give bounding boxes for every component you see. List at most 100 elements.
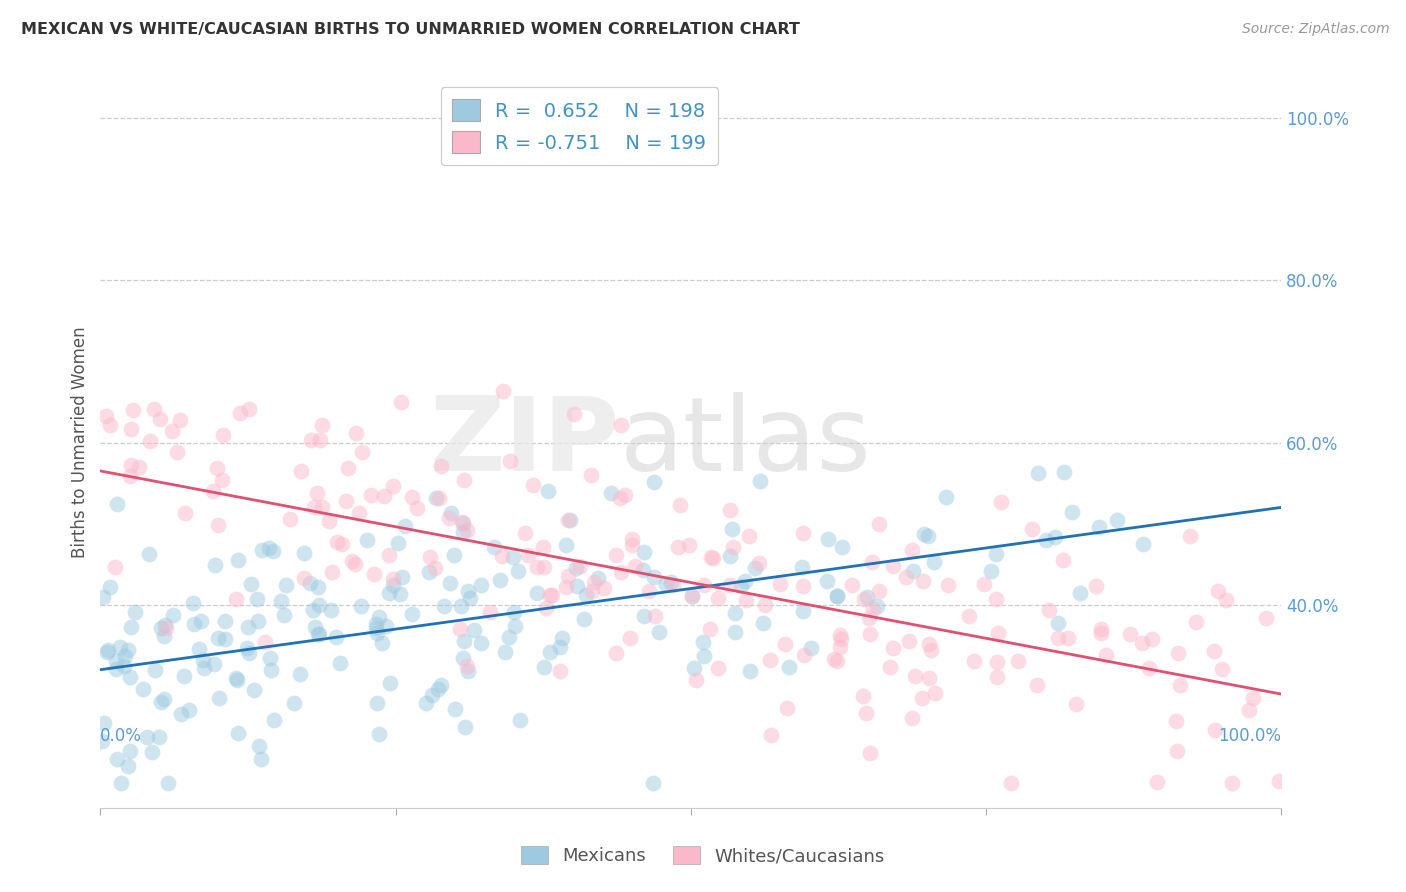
Point: [302, 500, 325, 515]
Point: [439, 576, 461, 591]
Point: [278, 512, 301, 526]
Point: [858, 627, 880, 641]
Point: [311, 500, 333, 515]
Point: [207, 518, 229, 533]
Point: [516, 548, 538, 562]
Point: [425, 561, 447, 575]
Point: [492, 384, 515, 399]
Point: [748, 557, 770, 571]
Point: [104, 662, 127, 676]
Point: [1069, 586, 1091, 600]
Point: [610, 566, 633, 580]
Point: [526, 586, 548, 600]
Point: [924, 686, 946, 700]
Point: [378, 676, 401, 690]
Point: [830, 632, 852, 646]
Point: [443, 548, 465, 562]
Point: [238, 402, 260, 417]
Point: [718, 578, 741, 592]
Point: [986, 655, 1008, 669]
Point: [1084, 579, 1107, 593]
Point: [1047, 616, 1070, 631]
Point: [381, 578, 404, 592]
Point: [214, 632, 236, 646]
Point: [734, 574, 756, 588]
Point: [605, 646, 627, 660]
Point: [918, 671, 941, 685]
Point: [364, 617, 387, 632]
Point: [669, 499, 692, 513]
Point: [540, 589, 562, 603]
Point: [204, 558, 226, 573]
Point: [179, 702, 201, 716]
Point: [1168, 678, 1191, 692]
Point: [454, 720, 477, 734]
Point: [659, 574, 682, 589]
Point: [173, 668, 195, 682]
Point: [371, 636, 394, 650]
Point: [567, 579, 589, 593]
Point: [453, 473, 475, 487]
Point: [699, 549, 721, 564]
Point: [387, 535, 409, 549]
Point: [633, 544, 655, 558]
Point: [1105, 513, 1128, 527]
Point: [325, 630, 347, 644]
Point: [502, 605, 524, 619]
Point: [488, 573, 510, 587]
Point: [91, 734, 114, 748]
Point: [366, 621, 388, 635]
Point: [433, 599, 456, 613]
Point: [160, 425, 183, 439]
Point: [609, 491, 631, 505]
Point: [458, 591, 481, 606]
Point: [155, 621, 177, 635]
Point: [1064, 697, 1087, 711]
Point: [1045, 530, 1067, 544]
Point: [1021, 522, 1043, 536]
Point: [723, 540, 745, 554]
Point: [1057, 631, 1080, 645]
Point: [1164, 714, 1187, 728]
Point: [183, 596, 205, 610]
Point: [153, 618, 176, 632]
Point: [1038, 603, 1060, 617]
Point: [112, 659, 135, 673]
Point: [980, 564, 1002, 578]
Point: [344, 425, 367, 440]
Point: [444, 701, 467, 715]
Point: [274, 578, 297, 592]
Point: [548, 640, 571, 654]
Point: [299, 433, 322, 447]
Point: [562, 407, 585, 421]
Point: [326, 534, 349, 549]
Point: [120, 670, 142, 684]
Point: [896, 569, 918, 583]
Point: [1007, 654, 1029, 668]
Point: [912, 574, 935, 588]
Point: [352, 445, 374, 459]
Point: [752, 615, 775, 630]
Point: [1090, 622, 1112, 636]
Point: [724, 606, 747, 620]
Point: [463, 624, 485, 638]
Point: [793, 648, 815, 663]
Point: [104, 654, 127, 668]
Point: [505, 618, 527, 632]
Point: [205, 461, 228, 475]
Point: [619, 632, 641, 646]
Legend: R =  0.652    N = 198, R = -0.751    N = 199: R = 0.652 N = 198, R = -0.751 N = 199: [440, 87, 717, 165]
Point: [568, 559, 591, 574]
Point: [911, 691, 934, 706]
Point: [321, 603, 343, 617]
Point: [117, 643, 139, 657]
Point: [1220, 776, 1243, 790]
Point: [173, 507, 195, 521]
Point: [825, 589, 848, 603]
Point: [96, 645, 118, 659]
Point: [148, 730, 170, 744]
Point: [641, 776, 664, 790]
Point: [621, 532, 644, 546]
Point: [307, 627, 329, 641]
Point: [309, 434, 332, 448]
